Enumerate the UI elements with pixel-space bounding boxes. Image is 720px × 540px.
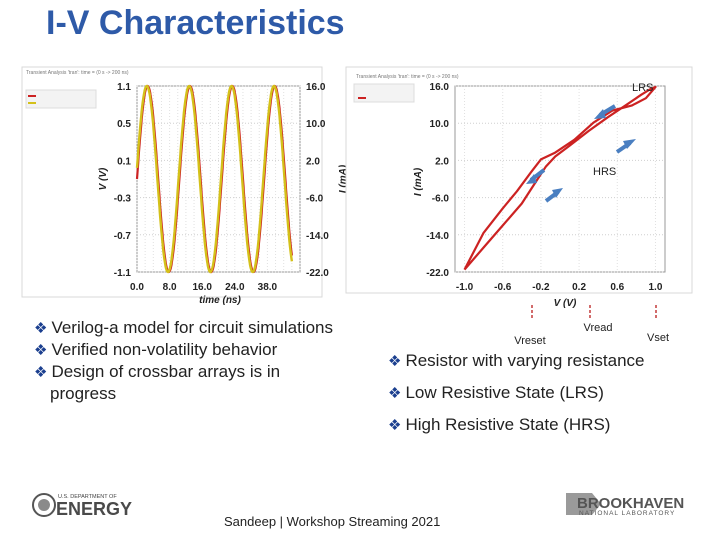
bullets-left: ❖ Verilog-a model for circuit simulations… (34, 317, 334, 404)
transient-ylabel-right: I (mA) (338, 164, 349, 193)
transient-ytick-right-label: -14.0 (306, 231, 329, 242)
bullet-left-2: ❖ Verified non-volatility behavior (34, 340, 278, 359)
bullet-right-1: ❖ Resistor with varying resistance (388, 351, 645, 370)
vreset-label: Vreset (514, 335, 545, 347)
transient-ytick-left-label: 1.1 (117, 82, 131, 93)
bnl-logo-big-text: BROOKHAVEN (577, 495, 684, 512)
iv-series (463, 85, 657, 271)
iv-ytick-label: 2.0 (435, 156, 449, 167)
doe-seal-center (38, 499, 50, 511)
transient-xtick-label: 0.0 (130, 282, 144, 293)
bullet-left-1: ❖ Verilog-a model for circuit simulations (34, 318, 334, 337)
iv-panel-header: Transient Analysis 'tran': time = (0 s -… (356, 74, 459, 80)
diamond-bullet-icon: ❖ (388, 417, 402, 434)
iv-chart: Transient Analysis 'tran': time = (0 s -… (345, 66, 693, 347)
transient-xtick-label: 24.0 (225, 282, 245, 293)
iv-xtick-label: 0.6 (610, 282, 624, 293)
iv-xtick-label: 0.2 (572, 282, 586, 293)
iv-xtick-label: -0.6 (494, 282, 512, 293)
lrs-annotation: LRS (632, 82, 653, 94)
doe-logo-small-text: U.S. DEPARTMENT OF (58, 494, 117, 500)
iv-ytick-label: -14.0 (426, 231, 449, 242)
transient-ytick-right-label: -6.0 (306, 194, 324, 205)
vset-label: Vset (647, 332, 669, 344)
iv-ticks: 16.0 10.0 2.0 -6.0 -14.0 -22.0 -1.0 -0.6 -0.2 0.2… (426, 82, 663, 293)
transient-ytick-left-label: 0.5 (117, 119, 131, 130)
transient-xtick-label: 38.0 (258, 282, 278, 293)
transient-series (135, 84, 294, 274)
transient-xtick-label: 16.0 (192, 282, 212, 293)
diamond-bullet-icon: ❖ (34, 320, 48, 337)
iv-grid (455, 85, 665, 273)
direction-arrows (526, 104, 636, 203)
transient-ylabel-left: V (V) (98, 167, 109, 190)
transient-ytick-left-label: 0.1 (117, 156, 131, 167)
diamond-bullet-icon: ❖ (388, 385, 402, 402)
arrow-hrs-in-head (526, 174, 537, 184)
transient-panel-header: Transient Analysis 'tran': time = (0 s -… (26, 70, 129, 76)
diamond-bullet-icon: ❖ (388, 353, 402, 370)
iv-ytick-label: -22.0 (426, 268, 449, 279)
arrow-hrs-out-head (552, 188, 563, 198)
diamond-bullet-icon: ❖ (34, 342, 48, 359)
iv-ytick-label: 16.0 (430, 82, 450, 93)
transient-ytick-left-label: -0.3 (114, 194, 132, 205)
iv-hysteresis-curve (463, 85, 657, 271)
iv-legend-box (353, 83, 415, 103)
transient-ticks: 1.1 16.0 0.5 10.0 0.1 2.0 -0.3 -6.0 -0.7 -14.0 -1.… (114, 82, 329, 293)
transient-ytick-left-label: -1.1 (114, 268, 132, 279)
arrow-lrs-out-head (623, 139, 636, 149)
diamond-bullet-icon: ❖ (34, 364, 48, 381)
bullets-right: ❖ Resistor with varying resistance ❖ Low R… (388, 350, 718, 446)
transient-ytick-right-label: 2.0 (306, 156, 320, 167)
transient-ytick-right-label: 10.0 (306, 119, 326, 130)
iv-xlabel: V (V) (554, 298, 577, 309)
transient-xlabel: time (ns) (199, 295, 241, 306)
bullet-left-3: ❖ Design of crossbar arrays is in progres… (34, 362, 281, 403)
transient-ytick-right-label: -22.0 (306, 268, 329, 279)
transient-legend-box (25, 89, 97, 109)
bullet-right-2: ❖ Low Resistive State (LRS) (388, 383, 604, 402)
hrs-annotation: HRS (593, 166, 616, 178)
transient-series-i-line (135, 84, 294, 274)
bnl-logo-small-text: NATIONAL LABORATORY (579, 510, 675, 517)
iv-ytick-label: 10.0 (430, 119, 450, 130)
vread-label: Vread (584, 322, 613, 334)
doe-logo: U.S. DEPARTMENT OF ENERGY (32, 493, 132, 519)
iv-ylabel: I (mA) (413, 167, 424, 196)
iv-xtick-label: 1.0 (649, 282, 663, 293)
transient-chart: Transient Analysis 'tran': time = (0 s -… (21, 66, 349, 306)
doe-logo-big-text: ENERGY (56, 499, 132, 519)
bnl-logo-mark-icon (566, 493, 601, 515)
bnl-logo: BROOKHAVEN NATIONAL LABORATORY (566, 493, 684, 517)
transient-ytick-left-label: -0.7 (114, 231, 132, 242)
transient-ytick-right-label: 16.0 (306, 82, 326, 93)
slide-title: I-V Characteristics (46, 4, 345, 42)
transient-xtick-label: 8.0 (163, 282, 177, 293)
iv-xtick-label: -0.2 (532, 282, 550, 293)
arrow-lrs-in-head (594, 109, 606, 119)
bullet-right-3: ❖ High Resistive State (HRS) (388, 415, 611, 434)
iv-xtick-label: -1.0 (456, 282, 474, 293)
iv-ytick-label: -6.0 (432, 194, 450, 205)
footer-text: Sandeep | Workshop Streaming 2021 (224, 514, 441, 529)
voltage-markers: Vreset Vread Vset (514, 305, 669, 347)
